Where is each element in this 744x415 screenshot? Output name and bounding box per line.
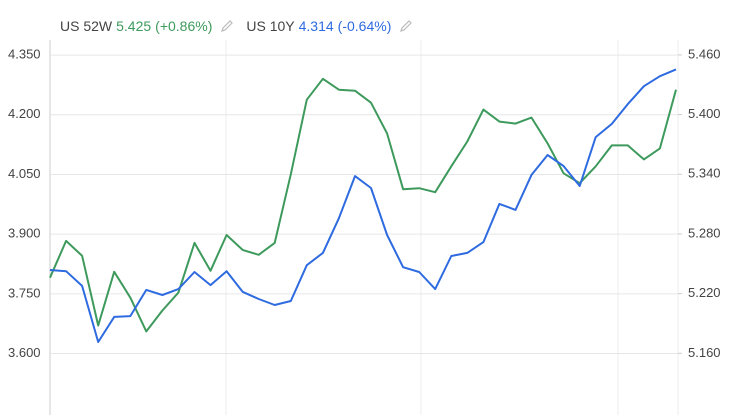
y-tick-label: 3.600 — [8, 345, 41, 360]
edit-icon[interactable] — [220, 19, 234, 33]
series-line — [49, 77, 677, 333]
y-tick-label: 3.750 — [8, 285, 41, 300]
y-tick-label: 3.900 — [8, 226, 41, 241]
y2-tick-label: 5.340 — [688, 166, 721, 181]
y2-tick-label: 5.160 — [688, 345, 721, 360]
y-tick-label: 4.200 — [8, 106, 41, 121]
legend-change: (-0.64%) — [337, 18, 392, 34]
y-tick-label: 4.350 — [8, 47, 41, 62]
legend-change: (+0.86%) — [155, 18, 213, 34]
y2-tick-label: 5.280 — [688, 225, 721, 240]
edit-icon[interactable] — [399, 19, 413, 33]
legend-name: US 10Y — [246, 18, 295, 34]
legend-last-value: 5.425 — [116, 18, 152, 34]
y2-tick-label: 5.460 — [688, 46, 721, 61]
y2-tick-label: 5.400 — [688, 106, 721, 121]
y-tick-label: 4.050 — [8, 166, 41, 181]
series-line — [49, 68, 677, 343]
legend-last-value: 4.314 — [298, 18, 334, 34]
legend-name: US 52W — [60, 18, 113, 34]
y2-tick-label: 5.220 — [688, 285, 721, 300]
legend: US 52W 5.425 (+0.86%) US 10Y 4.314 (-0.64%) — [60, 18, 425, 34]
